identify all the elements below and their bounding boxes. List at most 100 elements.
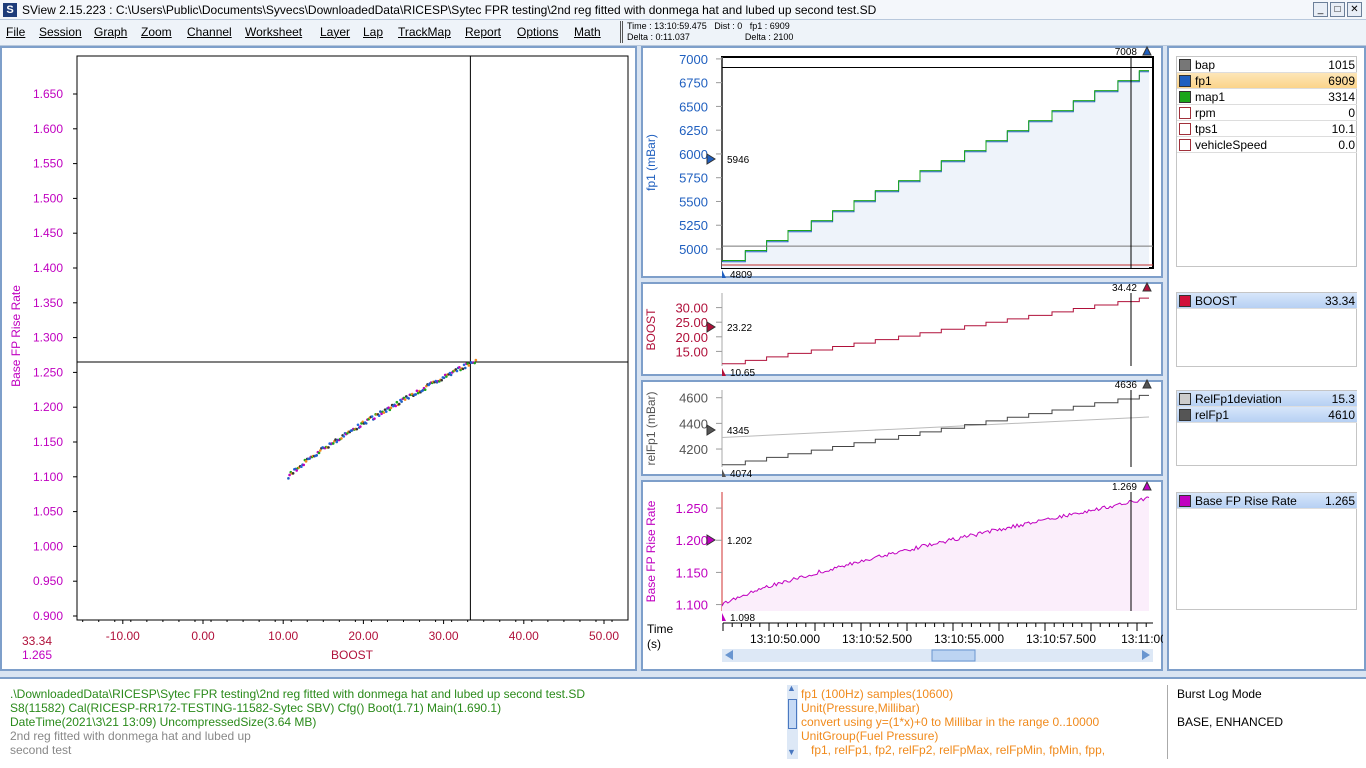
max-value: 4636 — [1115, 380, 1138, 391]
close-button[interactable]: ✕ — [1347, 2, 1362, 17]
channel-value: 3314 — [1328, 89, 1355, 105]
channel-value: 1015 — [1328, 57, 1355, 73]
info-scrollbar[interactable]: ▲ ▼ — [787, 685, 798, 759]
legend-item-bap[interactable]: bap 1015 — [1177, 57, 1357, 73]
legend-item-map1[interactable]: map1 3314 — [1177, 89, 1357, 105]
minimize-button[interactable]: _ — [1313, 2, 1328, 17]
scatter-point — [305, 460, 308, 463]
menu-layer[interactable]: Layer — [320, 25, 350, 39]
channel-value: 6909 — [1328, 73, 1355, 89]
legend-group-relfp1: RelFp1deviation 15.3 relFp1 4610 — [1176, 390, 1357, 466]
y-tick-label: 1.100 — [675, 598, 708, 613]
maximize-button[interactable]: □ — [1330, 2, 1345, 17]
marker-value: 23.22 — [727, 323, 752, 334]
time-tick-label: 13:10:57.500 — [1026, 632, 1096, 646]
menu-bar: File Session Graph Zoom Channel Workshee… — [0, 20, 1366, 46]
scatter-point — [327, 446, 330, 449]
channel-name: vehicleSpeed — [1195, 137, 1267, 153]
channel-name: Base FP Rise Rate — [1195, 493, 1297, 509]
menu-file[interactable]: File — [6, 25, 25, 39]
scatter-point — [295, 469, 298, 472]
y-tick-label: 1.150 — [675, 565, 708, 580]
y-axis-label: fp1 (mBar) — [644, 134, 658, 191]
legend-item-vehiclespeed[interactable]: vehicleSpeed 0.0 — [1177, 137, 1357, 153]
marker-arrow-icon[interactable] — [707, 535, 715, 545]
cursor-x-value: 33.34 — [22, 634, 52, 648]
marker-arrow-icon[interactable] — [707, 425, 715, 435]
menu-zoom[interactable]: Zoom — [141, 25, 172, 39]
time-tick-label: 13:10:55.000 — [934, 632, 1004, 646]
scatter-point — [340, 437, 343, 440]
marker-value: 4345 — [727, 426, 750, 437]
scatter-point — [400, 400, 403, 403]
y-tick-label: 1.200 — [33, 400, 63, 414]
scatter-point — [357, 423, 360, 426]
cursor-y-value: 1.265 — [22, 648, 52, 662]
scroll-down-icon[interactable]: ▼ — [787, 747, 796, 757]
menu-graph[interactable]: Graph — [94, 25, 127, 39]
scatter-point — [318, 452, 321, 455]
min-marker-icon — [722, 368, 726, 376]
menu-trackmap[interactable]: TrackMap — [398, 25, 451, 39]
menu-worksheet[interactable]: Worksheet — [245, 25, 302, 39]
channel-info-5: fp1, relFp1, fp2, relFp2, relFpMax, relF… — [801, 743, 1105, 757]
menu-math[interactable]: Math — [574, 25, 601, 39]
marker-value: 1.202 — [727, 536, 752, 547]
channel-name: relFp1 — [1195, 407, 1229, 423]
x-tick-label: 50.00 — [589, 629, 619, 643]
min-value: 4809 — [730, 270, 753, 281]
scatter-point — [355, 428, 358, 431]
time-tick-label: 13:10:50.000 — [750, 632, 820, 646]
marker-arrow-icon[interactable] — [707, 154, 715, 164]
menu-options[interactable]: Options — [517, 25, 558, 39]
y-tick-label: 1.400 — [33, 261, 63, 275]
scroll-up-icon[interactable]: ▲ — [787, 683, 796, 693]
menu-session[interactable]: Session — [39, 25, 82, 39]
scroll-thumb[interactable] — [788, 699, 797, 729]
xy-scatter-plot[interactable]: 1.650 1.600 1.550 1.500 1.450 1.400 1.350 1.300… — [0, 46, 637, 671]
scatter-point — [422, 389, 425, 392]
window-title: SView 2.15.223 : C:\Users\Public\Documen… — [22, 3, 876, 17]
channel-name: rpm — [1195, 105, 1216, 121]
time-graphs[interactable]: 7000 6750 6500 6250 6000 5750 5500 5250 5000 fp1 … — [641, 46, 1163, 671]
log-mode-value: BASE, ENHANCED — [1177, 715, 1283, 729]
legend-item-rpm[interactable]: rpm 0 — [1177, 105, 1357, 121]
legend-item-fp1[interactable]: fp1 6909 — [1177, 73, 1357, 89]
y-tick-label: 6000 — [679, 147, 708, 162]
scatter-point — [416, 389, 419, 392]
y-tick-label: 4400 — [679, 416, 708, 431]
menu-report[interactable]: Report — [465, 25, 501, 39]
trace-fill — [722, 497, 1149, 611]
legend-item-relfp1[interactable]: relFp1 4610 — [1177, 407, 1357, 423]
x-tick-label: 20.00 — [348, 629, 378, 643]
scroll-thumb[interactable] — [932, 650, 975, 661]
y-tick-label: 20.00 — [675, 330, 708, 345]
channel-info-3: convert using y=(1*x)+0 to Millibar in t… — [801, 715, 1099, 729]
scatter-point — [443, 377, 446, 380]
legend-item-relfp1deviation[interactable]: RelFp1deviation 15.3 — [1177, 391, 1357, 407]
color-swatch — [1179, 393, 1191, 405]
channel-value: 33.34 — [1325, 293, 1355, 309]
legend-item-base-fp-rise-rate[interactable]: Base FP Rise Rate 1.265 — [1177, 493, 1357, 509]
legend-item-boost[interactable]: BOOST 33.34 — [1177, 293, 1357, 309]
menu-lap[interactable]: Lap — [363, 25, 383, 39]
max-value: 1.269 — [1112, 482, 1137, 493]
y-tick-label: 0.950 — [33, 574, 63, 588]
channel-value: 4610 — [1328, 407, 1355, 423]
scatter-point — [440, 379, 443, 382]
file-path: .\DownloadedData\RICESP\Sytec FPR testin… — [10, 687, 585, 701]
legend-group-fp1: bap 1015 fp1 6909 map1 3314 rpm 0 tps1 10.1 vehicl… — [1176, 56, 1357, 267]
y-tick-label: 5000 — [679, 242, 708, 257]
menu-channel[interactable]: Channel — [187, 25, 232, 39]
readout-line1: Time : 13:10:59.475 Dist : 0 fp1 : 6909 — [627, 21, 793, 32]
readout-line2: Delta : 0:11.037 Delta : 2100 — [627, 32, 793, 43]
marker-arrow-icon[interactable] — [707, 322, 715, 332]
y-tick-label: 1.250 — [33, 365, 63, 379]
channel-info-1: fp1 (100Hz) samples(10600) — [801, 687, 953, 701]
min-marker-icon — [722, 270, 726, 278]
color-swatch — [1179, 107, 1191, 119]
channel-value: 1.265 — [1325, 493, 1355, 509]
legend-item-tps1[interactable]: tps1 10.1 — [1177, 121, 1357, 137]
marker-value: 5946 — [727, 155, 750, 166]
scatter-point — [288, 474, 291, 477]
